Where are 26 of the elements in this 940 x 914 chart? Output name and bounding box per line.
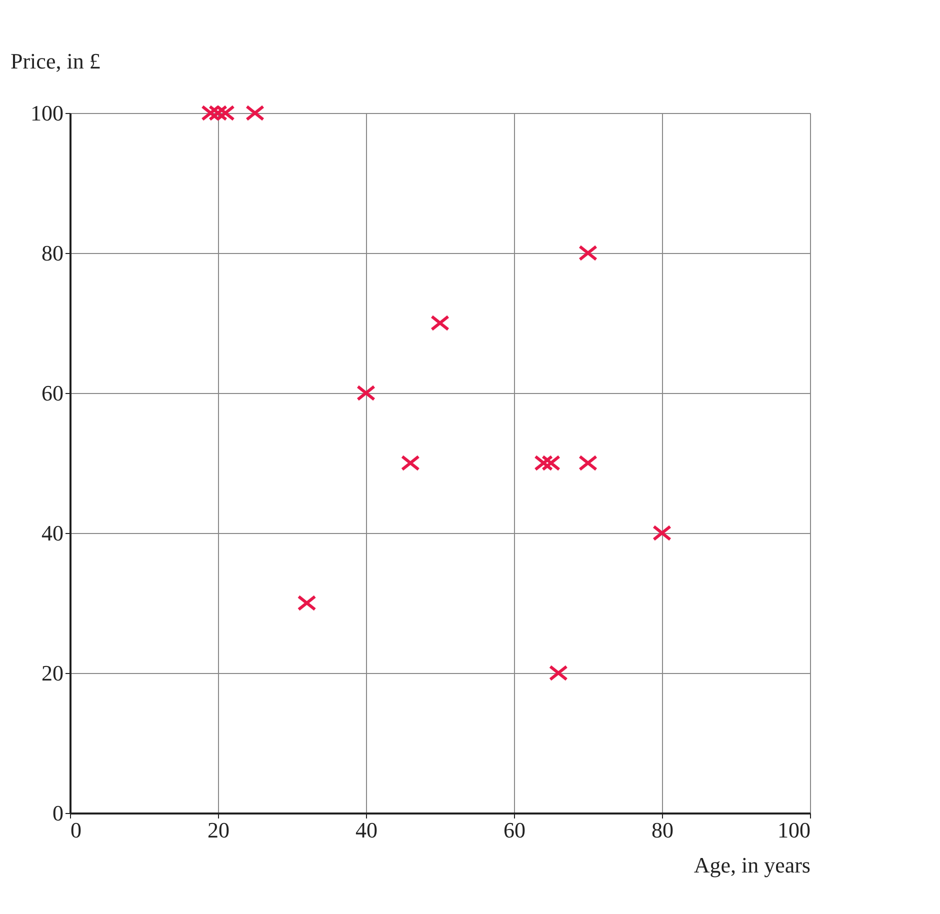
y-tick-label: 60 [42,380,64,406]
x-tick-label: 40 [356,818,378,842]
y-tick-label: 0 [52,800,64,826]
y-axis-title: Price, in £ [10,48,100,74]
point [534,455,554,471]
point [208,105,228,121]
point [297,595,316,611]
point [245,105,265,121]
point [430,315,450,331]
point [578,245,598,261]
y-tick-label: 80 [42,240,64,266]
point [400,455,420,471]
x-tick-label: 0 [70,818,82,842]
x-tick-label: 20 [208,818,230,842]
point [578,455,598,471]
x-axis-title: Age, in years [694,852,810,878]
point [356,385,376,401]
point [548,665,568,681]
point [652,525,672,541]
x-tick-label: 80 [652,818,674,842]
x-tick-label: 100 [778,818,810,842]
point [541,455,561,471]
x-tick-label: 60 [504,818,526,842]
y-tick-label: 40 [42,520,64,546]
y-tick-label: 20 [42,660,64,686]
y-tick-label: 100 [30,100,64,126]
